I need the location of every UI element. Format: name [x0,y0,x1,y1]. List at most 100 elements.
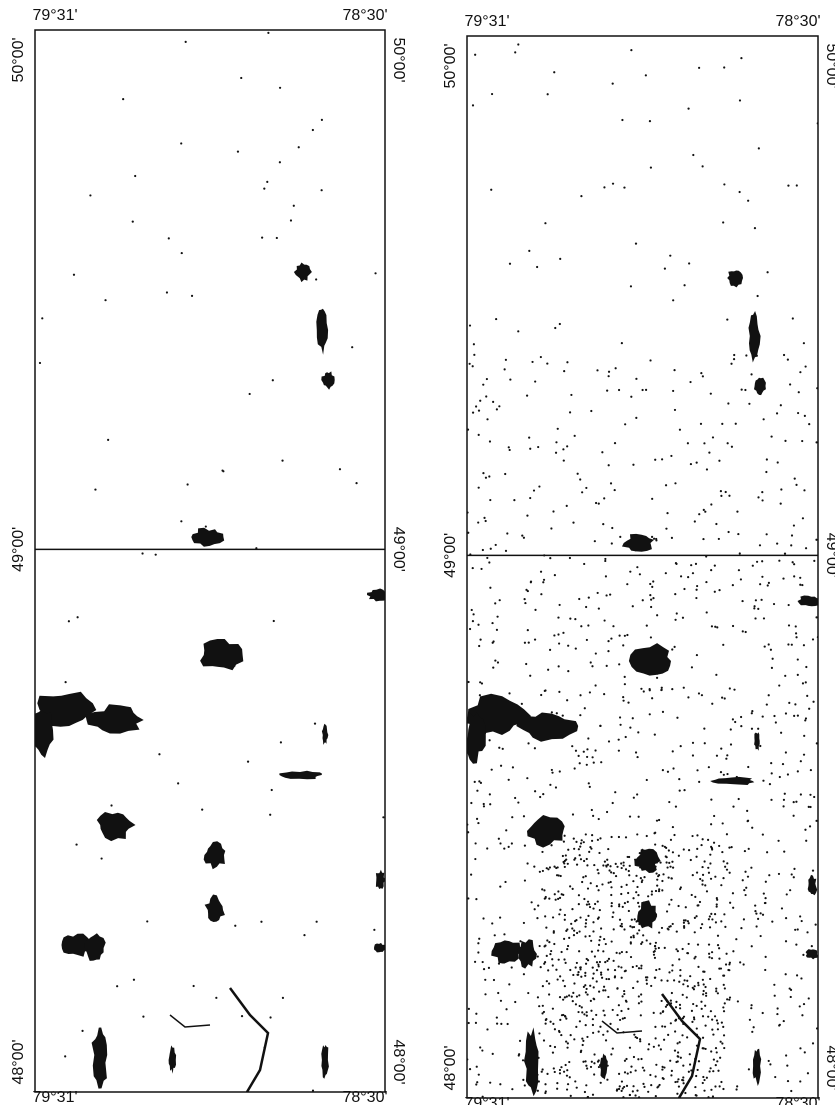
station-dot [549,1044,552,1048]
station-dot [542,1039,546,1042]
station-dot [630,395,633,398]
station-dot [673,369,676,372]
station-dot [705,468,709,471]
station-dot [575,961,578,965]
station-dot [562,448,565,451]
station-dot [664,572,667,575]
station-dot [559,874,562,878]
station-dot [772,602,776,606]
station-dot [604,559,607,563]
station-dot [787,643,790,646]
station-dot [533,865,536,868]
station-dot [578,762,581,765]
station-dot [607,881,610,884]
station-dot [618,1085,621,1088]
station-dot [687,922,690,925]
station-dot [498,746,501,749]
station-dot [803,489,806,492]
station-dot [470,801,473,805]
station-dot [621,118,624,122]
station-dot [620,950,624,954]
station-dot [715,987,718,990]
station-dot [579,845,582,848]
station-dot [479,399,482,402]
station-dot [667,876,670,879]
station-dot [656,614,659,617]
station-dot [599,724,602,727]
station-dot [597,965,600,968]
station-dot [794,928,797,931]
station-dot [801,517,805,520]
map-panel: 79°31' 78°30'79°31' 78°30'50°00'49°00'48°0… [10,7,407,1105]
station-dot [722,1025,725,1028]
station-dot [215,996,218,999]
station-dot [655,676,659,679]
station-dot [606,959,609,962]
station-dot [649,359,652,362]
station-dot [738,552,741,555]
river [660,993,702,1098]
station-dot [755,912,758,915]
station-dot [504,358,507,361]
station-dot [576,472,579,475]
station-dot [313,722,317,725]
station-dot [507,446,510,449]
station-dot [660,686,663,689]
station-dot [573,434,576,437]
station-dot [597,943,601,946]
station-dot [703,442,706,445]
lake [91,1027,108,1089]
station-dot [695,588,698,591]
station-dot [693,916,696,919]
station-dot [676,1092,679,1095]
station-dot [736,1000,739,1003]
station-dot [566,948,569,951]
station-dot [725,952,728,955]
station-dot [718,459,721,462]
station-dot [672,979,676,982]
station-dot [671,964,674,967]
station-dot [629,925,632,928]
station-dot [610,893,613,897]
station-dot [539,355,542,359]
station-dot [766,584,769,587]
station-dot [678,428,682,431]
station-dot [661,1025,664,1028]
station-dot [700,694,704,697]
station-dot [623,186,626,189]
station-dot [592,921,595,924]
station-dot [722,860,725,863]
station-dot [751,826,754,829]
station-dot [584,925,587,928]
lake [527,815,565,848]
station-dot [764,897,767,900]
station-dot [597,872,600,875]
station-dot [586,864,589,867]
station-dot [703,1078,706,1082]
station-dot [586,1067,589,1070]
station-dot [670,454,673,458]
station-dot [580,625,583,628]
station-dot [707,943,711,946]
station-dot [784,940,788,943]
station-dot [529,674,532,677]
station-dot [720,494,723,498]
station-dot [577,973,580,976]
station-dot [716,934,720,937]
station-dot [583,562,586,566]
station-dot [610,905,613,908]
station-dot [637,901,640,905]
station-dot [661,889,664,892]
station-dot [649,594,652,597]
station-dot [731,584,734,587]
station-dot [657,1044,660,1047]
station-dot [566,1042,569,1045]
station-dot [686,920,690,923]
station-dot [548,897,551,900]
station-dot [554,326,557,330]
station-dot [786,358,789,361]
station-dot [679,974,682,977]
station-dot [468,627,472,631]
station-dot [736,510,739,513]
